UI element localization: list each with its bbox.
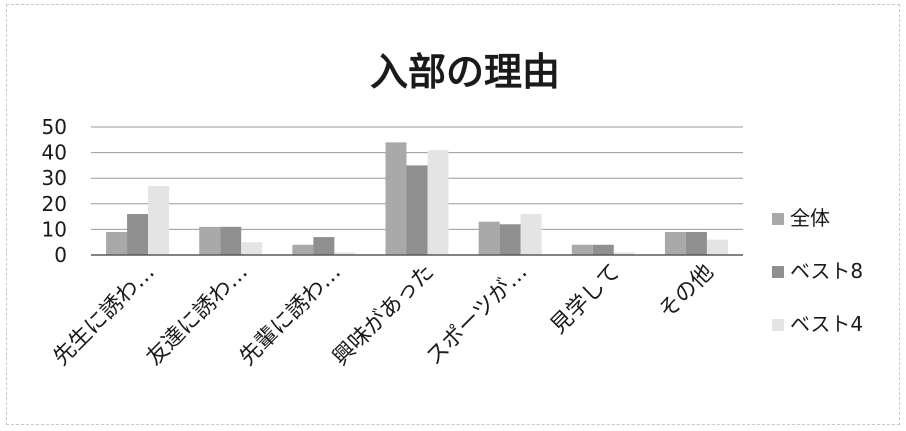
bar: [613, 252, 635, 255]
bar: [385, 142, 407, 255]
legend-label: ベスト4: [790, 312, 863, 336]
x-tick-label: スポーツが…: [422, 260, 533, 371]
bars: [106, 142, 728, 255]
bar: [706, 239, 728, 255]
x-tick-label: その他: [654, 260, 718, 324]
chart-frame: 入部の理由 0 10 20 30 40 50 先生に誘わ… 友達に誘わ… 先輩に誘わ… 興味があ…: [6, 4, 900, 425]
bar: [499, 224, 521, 255]
legend-swatch: [772, 266, 784, 278]
bar: [148, 185, 170, 255]
bar: [313, 237, 335, 255]
legend-label: ベスト8: [790, 259, 863, 283]
bar: [106, 231, 128, 255]
chart-title: 入部の理由: [370, 50, 560, 94]
bar: [406, 165, 428, 255]
bar: [127, 214, 149, 255]
legend-swatch: [772, 319, 784, 331]
bar: [520, 214, 542, 255]
bar: [478, 221, 500, 255]
legend-swatch: [772, 213, 784, 225]
bar: [199, 226, 221, 255]
bar: [334, 252, 356, 255]
bar: [241, 242, 263, 255]
y-tick-label: 20: [42, 192, 67, 216]
y-tick-label: 40: [42, 141, 67, 165]
y-tick-label: 30: [42, 166, 67, 190]
y-tick-label: 10: [42, 217, 67, 241]
bar: [571, 244, 593, 255]
bar: [664, 231, 686, 255]
y-tick-label: 0: [54, 243, 67, 267]
y-tick-label: 50: [42, 115, 67, 139]
legend-label: 全体: [790, 206, 830, 230]
bar: [592, 244, 614, 255]
bar: [427, 150, 449, 255]
x-tick-label: 見学して: [546, 260, 625, 339]
bar: [685, 231, 707, 255]
bar: [292, 244, 314, 255]
bar: [220, 226, 242, 255]
